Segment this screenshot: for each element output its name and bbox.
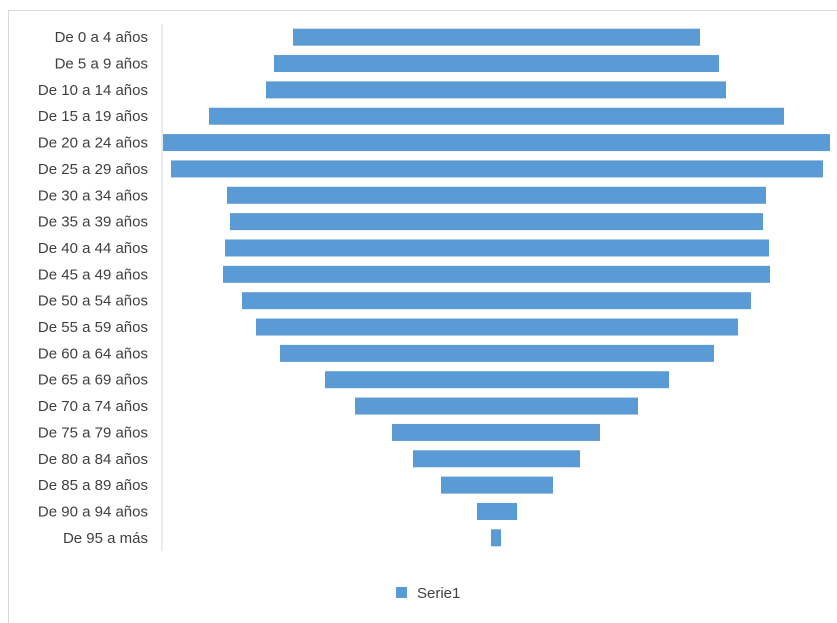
category-label: De 80 a 84 años	[38, 451, 148, 468]
category-label: De 5 a 9 años	[55, 56, 148, 73]
category-label: De 85 a 89 años	[38, 477, 148, 494]
category-label: De 95 a más	[63, 530, 148, 547]
category-label: De 75 a 79 años	[38, 424, 148, 441]
category-label: De 50 a 54 años	[38, 293, 148, 310]
bar	[491, 529, 501, 547]
category-label: De 25 a 29 años	[38, 161, 148, 178]
bar	[392, 423, 600, 441]
bar	[230, 213, 763, 231]
bar	[355, 397, 638, 415]
category-label: De 30 a 34 años	[38, 187, 148, 204]
legend-swatch	[396, 587, 407, 598]
bar	[256, 318, 738, 336]
bar	[225, 239, 769, 257]
bar	[325, 371, 669, 389]
bar	[242, 292, 751, 310]
category-label: De 45 a 49 años	[38, 266, 148, 283]
bar	[441, 476, 553, 494]
category-label: De 15 a 19 años	[38, 108, 148, 125]
bars	[163, 28, 830, 547]
category-label: De 60 a 64 años	[38, 345, 148, 362]
bar	[171, 160, 823, 178]
bar	[274, 55, 719, 73]
bar	[163, 134, 830, 152]
bar	[413, 450, 580, 468]
legend: Serie1	[396, 585, 460, 602]
bar	[223, 265, 770, 283]
bar	[266, 81, 726, 99]
category-label: De 40 a 44 años	[38, 240, 148, 257]
category-labels: De 0 a 4 años De 5 a 9 años De 10 a 14 año…	[38, 29, 148, 547]
bar	[293, 28, 700, 46]
category-label: De 70 a 74 años	[38, 398, 148, 415]
legend-label: Serie1	[417, 585, 460, 602]
bar	[280, 344, 714, 362]
category-label: De 10 a 14 años	[38, 82, 148, 99]
chart-area	[8, 10, 837, 623]
bar	[477, 502, 517, 520]
category-label: De 20 a 24 años	[38, 135, 148, 152]
bar	[209, 107, 784, 125]
bar	[227, 186, 766, 204]
category-label: De 35 a 39 años	[38, 214, 148, 231]
category-label: De 65 a 69 años	[38, 372, 148, 389]
category-label: De 90 a 94 años	[38, 503, 148, 520]
category-label: De 0 a 4 años	[55, 29, 148, 46]
category-label: De 55 a 59 años	[38, 319, 148, 336]
